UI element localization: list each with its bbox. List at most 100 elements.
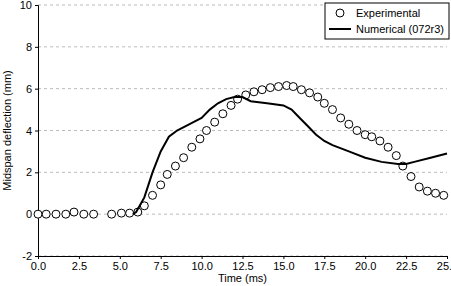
point	[432, 189, 440, 197]
x-tick-label: 12.5	[232, 260, 253, 272]
y-tick-mark	[35, 89, 38, 90]
x-tick: 2.5	[72, 256, 87, 272]
scatter-series	[34, 82, 448, 219]
point	[274, 83, 282, 91]
marks	[34, 82, 448, 219]
grid-line	[38, 172, 447, 173]
x-axis: 0.02.55.07.510.012.515.017.520.022.525.0	[31, 256, 451, 272]
legend-box	[325, 3, 449, 39]
x-tick: 17.5	[314, 256, 335, 272]
x-tick-mark	[447, 256, 448, 259]
x-tick: 20.0	[355, 256, 376, 272]
x-tick: 25.0	[437, 256, 451, 272]
x-tick-label: 25.0	[437, 260, 451, 272]
x-tick-label: 7.5	[154, 260, 169, 272]
x-tick-label: 22.5	[396, 260, 417, 272]
x-tick-mark	[365, 256, 366, 259]
point	[203, 127, 211, 135]
x-tick-mark	[120, 256, 121, 259]
point	[353, 127, 361, 135]
x-tick-label: 5.0	[113, 260, 128, 272]
y-tick-label: -2	[22, 250, 32, 262]
y-tick: 4	[26, 125, 38, 137]
x-tick: 22.5	[396, 256, 417, 272]
legend: Experimental Numerical (072r3)	[325, 3, 449, 39]
point	[126, 209, 134, 217]
point	[171, 162, 179, 170]
legend-label: Numerical (072r3)	[356, 23, 444, 35]
x-tick-label: 10.0	[191, 260, 212, 272]
y-tick-mark	[35, 5, 38, 6]
point	[289, 83, 297, 91]
point	[337, 114, 345, 122]
y-tick-label: 2	[26, 166, 32, 178]
x-tick: 12.5	[232, 256, 253, 272]
point	[34, 210, 42, 218]
point	[163, 170, 171, 178]
grid-line	[38, 88, 447, 89]
x-axis-line	[39, 257, 448, 260]
point	[211, 118, 219, 126]
y-axis: -2 0 2 4 6 8 10	[20, 0, 39, 262]
y-tick-label: 8	[26, 41, 32, 53]
x-tick: 15.0	[273, 256, 294, 272]
x-tick-mark	[406, 256, 407, 259]
grid	[38, 5, 447, 256]
y-tick-label: 0	[26, 208, 32, 220]
point	[157, 181, 165, 189]
y-axis-line	[35, 6, 39, 257]
y-tick-mark	[35, 47, 38, 48]
x-tick-label: 2.5	[72, 260, 87, 272]
legend-label: Experimental	[356, 7, 420, 19]
x-tick-mark	[283, 256, 284, 259]
point	[52, 210, 60, 218]
x-tick-mark	[79, 256, 80, 259]
point	[70, 208, 78, 216]
point	[384, 143, 392, 151]
point	[306, 89, 314, 97]
y-tick-mark	[35, 172, 38, 173]
y-tick-mark	[35, 131, 38, 132]
point	[117, 209, 125, 217]
grid-line	[38, 46, 447, 47]
point	[392, 152, 400, 160]
point	[90, 210, 98, 218]
legend-symbol	[329, 28, 351, 30]
point	[196, 135, 204, 143]
y-tick-mark	[35, 256, 38, 257]
chart: 0.02.55.07.510.012.515.017.520.022.525.0…	[0, 0, 451, 286]
point	[80, 210, 88, 218]
point	[108, 210, 116, 218]
x-tick-label: 15.0	[273, 260, 294, 272]
x-tick: 5.0	[113, 256, 128, 272]
y-tick: 8	[26, 41, 38, 53]
point	[368, 133, 376, 141]
line	[133, 97, 447, 214]
point	[314, 93, 322, 101]
point	[415, 183, 423, 191]
point	[188, 143, 196, 151]
point	[328, 106, 336, 114]
point	[258, 86, 266, 94]
point	[345, 120, 353, 128]
x-tick-label: 17.5	[314, 260, 335, 272]
x-tick-mark	[161, 256, 162, 259]
x-tick-mark	[202, 256, 203, 259]
y-tick-label: 4	[26, 125, 32, 137]
legend-symbol	[336, 9, 344, 17]
x-tick-mark	[324, 256, 325, 259]
x-tick: 7.5	[154, 256, 169, 272]
point	[250, 88, 258, 96]
point	[219, 110, 227, 118]
point	[297, 86, 305, 94]
point	[62, 210, 70, 218]
x-tick-label: 20.0	[355, 260, 376, 272]
y-tick-label: 10	[20, 0, 32, 11]
x-tick-mark	[243, 256, 244, 259]
point	[180, 154, 188, 162]
grid-line	[38, 130, 447, 131]
x-tick: 10.0	[191, 256, 212, 272]
y-tick: 2	[26, 166, 38, 178]
grid-line	[38, 214, 447, 215]
y-tick: 6	[26, 83, 38, 95]
